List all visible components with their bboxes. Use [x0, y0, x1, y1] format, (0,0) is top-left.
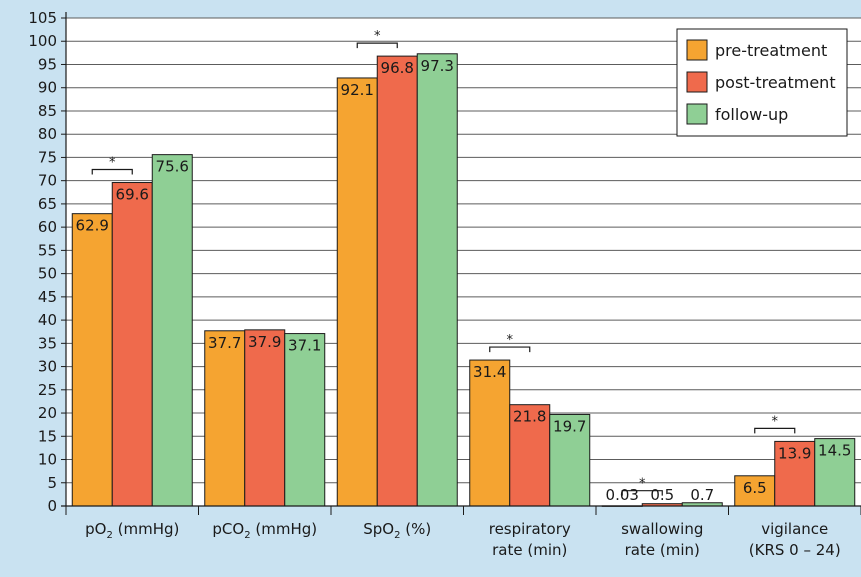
y-tick-label: 50: [38, 265, 57, 283]
y-tick-label: 10: [38, 451, 57, 469]
y-tick-label: 55: [38, 241, 57, 259]
bar: [774, 440, 816, 507]
significance-bracket: [621, 490, 663, 496]
legend-swatch: [686, 71, 708, 93]
y-tick-label: 60: [38, 218, 57, 236]
y-axis-ticks: 0 5 10 15 20 25 30 35 40 45 50 55 60 65 70 75 80 85 90 95 10…: [28, 9, 66, 515]
data-label: 75.6: [156, 158, 189, 176]
category-label: respiratory: [489, 520, 571, 538]
y-tick-label: 85: [38, 102, 57, 120]
y-tick-label: 105: [28, 9, 57, 27]
y-tick-label: 65: [38, 195, 57, 213]
bar: [416, 53, 458, 507]
bar: [376, 55, 418, 507]
category-label-line2: rate (min): [492, 541, 567, 559]
category-label: swallowing: [621, 520, 703, 538]
data-label: 14.5: [818, 442, 851, 460]
significance-markers: * * * * *: [91, 29, 796, 496]
data-label: 19.7: [553, 417, 586, 435]
bar: [244, 329, 286, 507]
legend: pre-treatment post-treatment follow-up: [676, 28, 848, 137]
bar: [284, 333, 326, 507]
data-label: 92.1: [341, 81, 374, 99]
data-label: 6.5: [743, 479, 767, 497]
y-tick-label: 45: [38, 288, 57, 306]
category-label: SpO2 (%): [363, 520, 431, 541]
data-label: 62.9: [76, 217, 109, 235]
significance-bracket: [356, 42, 398, 49]
data-label: 21.8: [513, 408, 546, 426]
y-tick-label: 75: [38, 148, 57, 166]
data-label: 37.7: [208, 334, 241, 352]
data-label: 96.8: [381, 59, 414, 77]
bar: [111, 182, 153, 507]
significance-star: *: [507, 333, 514, 348]
data-label: 13.9: [778, 444, 811, 462]
data-label: 37.1: [288, 337, 321, 355]
bar: [549, 413, 591, 507]
y-tick-label: 15: [38, 427, 57, 445]
category-label: pCO2 (mmHg): [212, 520, 317, 541]
y-tick-label: 5: [47, 474, 57, 492]
legend-swatch: [686, 39, 708, 61]
y-tick-label: 20: [38, 404, 57, 422]
y-tick-label: 35: [38, 334, 57, 352]
significance-star: *: [374, 29, 381, 44]
bar: [469, 359, 511, 507]
significance-star: *: [109, 156, 116, 171]
bar: [336, 77, 378, 507]
category-label: pO2 (mmHg): [85, 520, 179, 541]
data-label: 31.4: [473, 363, 506, 381]
bar: [204, 330, 246, 507]
y-tick-label: 30: [38, 358, 57, 376]
significance-bracket: [754, 427, 796, 434]
y-tick-label: 25: [38, 381, 57, 399]
bar: [151, 154, 193, 507]
y-tick-label: 0: [47, 497, 57, 515]
significance-star: *: [772, 414, 779, 429]
legend-label: follow-up: [715, 105, 788, 124]
category-label-line2: (KRS 0 – 24): [749, 541, 841, 559]
data-label: 69.6: [116, 186, 149, 204]
data-label: 0.7: [690, 486, 714, 504]
significance-bracket: [91, 168, 133, 175]
y-tick-label: 70: [38, 172, 57, 190]
bar: [71, 213, 113, 507]
legend-label: pre-treatment: [715, 41, 827, 60]
category-label-line2: rate (min): [625, 541, 700, 559]
legend-swatch: [686, 103, 708, 125]
data-label: 37.9: [248, 333, 281, 351]
category-label: vigilance: [761, 520, 828, 538]
significance-star: *: [639, 477, 646, 492]
y-tick-label: 40: [38, 311, 57, 329]
significance-bracket: [489, 346, 531, 353]
y-tick-label: 100: [28, 32, 57, 50]
data-label: 97.3: [421, 57, 454, 75]
legend-label: post-treatment: [715, 73, 836, 92]
y-tick-label: 95: [38, 55, 57, 73]
y-tick-label: 80: [38, 125, 57, 143]
bar: [814, 438, 856, 507]
y-tick-label: 90: [38, 79, 57, 97]
category-labels: pO2 (mmHg) pCO2 (mmHg) SpO2 (%) respiratory…: [85, 520, 841, 559]
axes: [61, 12, 861, 515]
